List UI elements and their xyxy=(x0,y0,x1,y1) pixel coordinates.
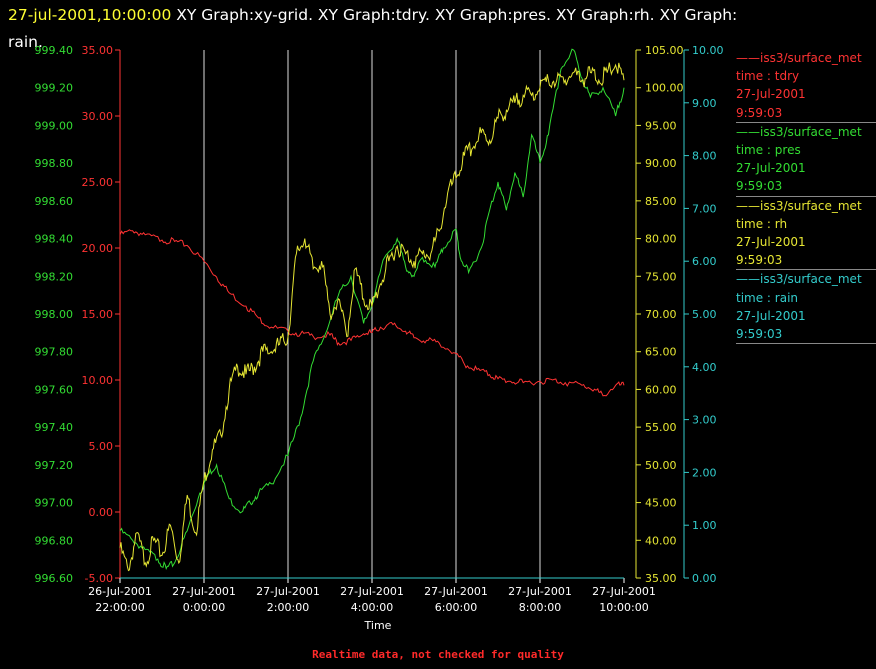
tdry-tick-label: 30.00 xyxy=(82,110,114,123)
pres-tick-label: 996.80 xyxy=(35,534,74,547)
x-axis-label: Time xyxy=(364,619,392,632)
rain-tick-label: 7.00 xyxy=(692,202,717,215)
rain-tick-label: 5.00 xyxy=(692,308,717,321)
pres-tick-label: 998.40 xyxy=(35,233,74,246)
rh-tick-label: 35.00 xyxy=(645,572,677,585)
x-tick-label-date: 26-Jul-2001 xyxy=(88,585,152,598)
rh-tick-label: 95.00 xyxy=(645,119,677,132)
pres-tick-label: 997.60 xyxy=(35,383,74,396)
pres-tick-label: 998.60 xyxy=(35,195,74,208)
rh-series-line xyxy=(119,62,625,572)
rain-tick-label: 10.00 xyxy=(692,44,724,57)
x-tick-label-date: 27-Jul-2001 xyxy=(508,585,572,598)
x-tick-label-time: 8:00:00 xyxy=(519,601,561,614)
legend-date: 27-Jul-2001 xyxy=(736,235,806,250)
legend-field: time : pres xyxy=(736,143,801,158)
rain-tick-label: 9.00 xyxy=(692,97,717,110)
tdry-tick-label: 20.00 xyxy=(82,242,114,255)
legend-time: 9:59:03 xyxy=(736,253,783,268)
legend-time: 9:59:03 xyxy=(736,327,783,342)
rain-tick-label: 3.00 xyxy=(692,414,717,427)
rh-tick-label: 105.00 xyxy=(645,44,684,57)
pres-tick-label: 996.60 xyxy=(35,572,74,585)
legend-date: 27-Jul-2001 xyxy=(736,308,806,323)
rain-tick-label: 4.00 xyxy=(692,361,717,374)
rh-tick-label: 50.00 xyxy=(645,459,677,472)
legend-name: iss3/surface_met xyxy=(736,49,876,67)
rh-tick-label: 75.00 xyxy=(645,270,677,283)
x-tick-label-date: 27-Jul-2001 xyxy=(592,585,656,598)
tdry-tick-label: 10.00 xyxy=(82,374,114,387)
tdry-tick-label: 15.00 xyxy=(82,308,114,321)
x-tick-label-time: 22:00:00 xyxy=(95,601,144,614)
tdry-tick-label: 25.00 xyxy=(82,176,114,189)
x-tick-label-time: 4:00:00 xyxy=(351,601,393,614)
legend-name: iss3/surface_met xyxy=(736,197,876,215)
tdry-tick-label: 35.00 xyxy=(82,44,114,57)
quality-footnote: Realtime data, not checked for quality xyxy=(312,648,564,661)
chart-title: 27-jul-2001,10:00:00 XY Graph:xy-grid. X… xyxy=(8,2,868,56)
rain-tick-label: 0.00 xyxy=(692,572,717,585)
pres-tick-label: 997.40 xyxy=(35,421,74,434)
x-tick-label-date: 27-Jul-2001 xyxy=(340,585,404,598)
tdry-tick-label: -5.00 xyxy=(85,572,113,585)
legend-field: time : rain xyxy=(736,290,799,305)
rh-tick-label: 45.00 xyxy=(645,497,677,510)
rh-tick-label: 85.00 xyxy=(645,195,677,208)
x-tick-label-time: 0:00:00 xyxy=(183,601,225,614)
tdry-series-line xyxy=(119,229,625,397)
rain-tick-label: 2.00 xyxy=(692,466,717,479)
title-graph-list-cont: rain. xyxy=(8,33,43,51)
rain-tick-label: 1.00 xyxy=(692,519,717,532)
pres-tick-label: 998.80 xyxy=(35,157,74,170)
legend-time: 9:59:03 xyxy=(736,105,783,120)
x-tick-label-time: 2:00:00 xyxy=(267,601,309,614)
rh-tick-label: 70.00 xyxy=(645,308,677,321)
pres-tick-label: 999.20 xyxy=(35,82,74,95)
rh-tick-label: 65.00 xyxy=(645,346,677,359)
rh-tick-label: 55.00 xyxy=(645,421,677,434)
tdry-tick-label: 5.00 xyxy=(89,440,114,453)
legend-date: 27-Jul-2001 xyxy=(736,161,806,176)
legend-date: 27-Jul-2001 xyxy=(736,87,806,102)
x-tick-label-time: 10:00:00 xyxy=(599,601,648,614)
pres-tick-label: 998.20 xyxy=(35,270,74,283)
x-tick-label-time: 6:00:00 xyxy=(435,601,477,614)
pres-tick-label: 997.00 xyxy=(35,497,74,510)
pres-tick-label: 998.00 xyxy=(35,308,74,321)
rh-tick-label: 40.00 xyxy=(645,534,677,547)
rh-tick-label: 100.00 xyxy=(645,82,684,95)
rh-tick-label: 80.00 xyxy=(645,233,677,246)
pres-tick-label: 999.40 xyxy=(35,44,74,57)
title-timestamp: 27-jul-2001,10:00:00 xyxy=(8,6,172,24)
rain-tick-label: 6.00 xyxy=(692,255,717,268)
legend-field: time : rh xyxy=(736,216,788,231)
pres-series-line xyxy=(119,48,625,571)
pres-tick-label: 997.80 xyxy=(35,346,74,359)
x-tick-label-date: 27-Jul-2001 xyxy=(424,585,488,598)
tdry-tick-label: 0.00 xyxy=(89,506,114,519)
pres-tick-label: 999.00 xyxy=(35,119,74,132)
legend-name: iss3/surface_met xyxy=(736,270,876,288)
legend-name: iss3/surface_met xyxy=(736,123,876,141)
rh-tick-label: 60.00 xyxy=(645,383,677,396)
rain-tick-label: 8.00 xyxy=(692,150,717,163)
rh-tick-label: 90.00 xyxy=(645,157,677,170)
legend-time: 9:59:03 xyxy=(736,179,783,194)
title-graph-list: XY Graph:xy-grid. XY Graph:tdry. XY Grap… xyxy=(171,6,738,24)
legend-field: time : tdry xyxy=(736,69,800,84)
pres-tick-label: 997.20 xyxy=(35,459,74,472)
x-tick-label-date: 27-Jul-2001 xyxy=(172,585,236,598)
x-tick-label-date: 27-Jul-2001 xyxy=(256,585,320,598)
